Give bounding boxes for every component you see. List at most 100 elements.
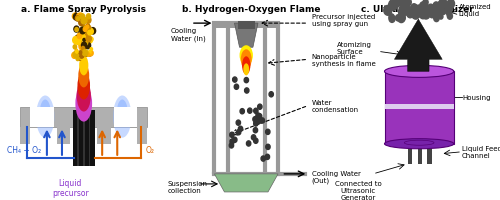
- Circle shape: [76, 17, 80, 22]
- Bar: [20, 107, 148, 127]
- Polygon shape: [234, 24, 258, 48]
- Circle shape: [447, 0, 454, 9]
- Circle shape: [72, 53, 77, 59]
- Circle shape: [80, 15, 84, 20]
- Bar: [228, 24, 264, 174]
- Circle shape: [438, 3, 442, 8]
- Circle shape: [403, 10, 408, 16]
- Circle shape: [412, 6, 418, 13]
- Circle shape: [89, 51, 93, 56]
- Circle shape: [76, 17, 80, 21]
- Circle shape: [78, 41, 82, 46]
- Circle shape: [420, 3, 426, 11]
- Circle shape: [78, 56, 82, 61]
- Ellipse shape: [76, 86, 92, 122]
- Bar: [84, 110, 89, 166]
- Circle shape: [256, 119, 261, 124]
- Circle shape: [85, 37, 89, 42]
- Circle shape: [394, 0, 400, 8]
- Circle shape: [80, 56, 84, 61]
- Bar: [20, 127, 30, 144]
- Ellipse shape: [117, 100, 128, 126]
- Circle shape: [78, 17, 81, 21]
- Circle shape: [236, 120, 240, 126]
- Circle shape: [412, 10, 420, 20]
- Circle shape: [90, 28, 96, 35]
- Circle shape: [244, 78, 248, 83]
- Text: Atomizing
Surface: Atomizing Surface: [336, 42, 372, 54]
- Circle shape: [80, 28, 86, 35]
- Circle shape: [86, 26, 90, 31]
- Circle shape: [76, 14, 82, 20]
- Circle shape: [430, 13, 434, 19]
- Circle shape: [392, 2, 398, 10]
- Text: O₂: O₂: [146, 146, 154, 154]
- Circle shape: [446, 11, 452, 17]
- Circle shape: [88, 52, 92, 57]
- Circle shape: [258, 114, 262, 119]
- Circle shape: [253, 117, 257, 122]
- Circle shape: [73, 52, 78, 58]
- Bar: [78, 110, 83, 166]
- Circle shape: [80, 47, 84, 53]
- Circle shape: [441, 9, 446, 15]
- Bar: [408, 142, 412, 164]
- Circle shape: [80, 33, 82, 35]
- Circle shape: [72, 37, 78, 44]
- Circle shape: [427, 5, 434, 14]
- Circle shape: [232, 137, 237, 143]
- Circle shape: [418, 9, 425, 17]
- Circle shape: [244, 88, 249, 94]
- Circle shape: [81, 18, 86, 25]
- Circle shape: [86, 33, 88, 36]
- Circle shape: [79, 53, 84, 59]
- Circle shape: [398, 14, 405, 23]
- Circle shape: [78, 33, 82, 36]
- Circle shape: [88, 51, 91, 55]
- Circle shape: [248, 108, 252, 114]
- Circle shape: [439, 15, 443, 20]
- Circle shape: [84, 28, 87, 32]
- Circle shape: [438, 0, 446, 10]
- Circle shape: [85, 43, 90, 49]
- Circle shape: [256, 113, 260, 119]
- Ellipse shape: [78, 64, 89, 88]
- Circle shape: [84, 20, 87, 23]
- Circle shape: [400, 0, 406, 7]
- Circle shape: [79, 52, 82, 55]
- Text: a. Flame Spray Pyrolysis: a. Flame Spray Pyrolysis: [21, 5, 146, 14]
- Circle shape: [80, 27, 86, 34]
- Circle shape: [428, 7, 436, 17]
- Circle shape: [86, 17, 91, 24]
- Circle shape: [90, 38, 93, 42]
- Polygon shape: [394, 20, 442, 72]
- Circle shape: [384, 6, 392, 16]
- Circle shape: [82, 24, 84, 27]
- Circle shape: [446, 5, 453, 13]
- Circle shape: [261, 156, 266, 161]
- Circle shape: [406, 0, 411, 7]
- Text: Connected to
Ultrasonic
Generator: Connected to Ultrasonic Generator: [334, 180, 382, 200]
- Circle shape: [86, 38, 90, 42]
- Circle shape: [79, 18, 82, 21]
- Text: Suspension
collection: Suspension collection: [168, 180, 207, 193]
- Ellipse shape: [384, 66, 454, 78]
- Bar: [97, 127, 110, 144]
- Circle shape: [82, 47, 84, 51]
- Circle shape: [87, 29, 92, 35]
- Ellipse shape: [241, 50, 252, 70]
- Circle shape: [79, 52, 82, 55]
- Circle shape: [84, 31, 88, 37]
- Bar: [428, 142, 432, 164]
- Circle shape: [396, 16, 400, 22]
- Circle shape: [86, 36, 92, 43]
- Circle shape: [88, 54, 90, 57]
- Circle shape: [254, 128, 258, 133]
- Circle shape: [238, 127, 242, 132]
- Circle shape: [74, 14, 79, 21]
- Circle shape: [79, 20, 84, 27]
- Circle shape: [398, 8, 406, 17]
- Circle shape: [402, 5, 410, 15]
- Circle shape: [401, 8, 406, 14]
- Circle shape: [88, 29, 94, 35]
